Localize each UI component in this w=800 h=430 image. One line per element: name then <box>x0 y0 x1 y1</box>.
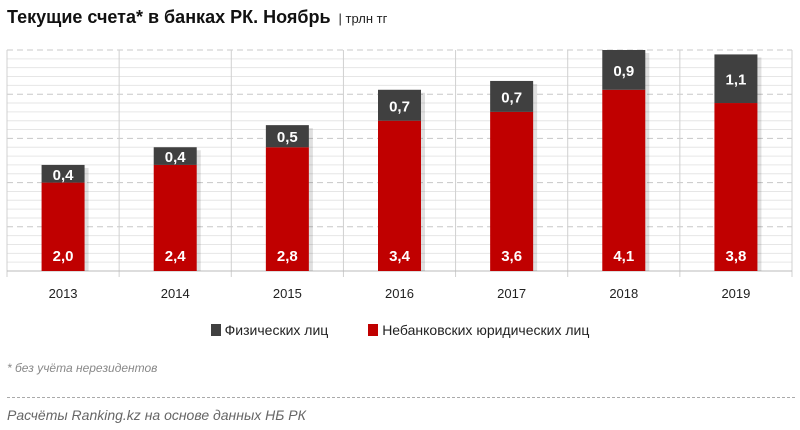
data-label: 1,1 <box>725 72 746 89</box>
bar-individuals <box>490 80 534 112</box>
data-label: 0,4 <box>53 167 75 184</box>
stacked-bar-chart: 2,0 0,4 2013 2,4 0,4 2014 2,8 0,5 2015 3,4 0,7 2016… <box>6 49 793 301</box>
legend-item-legal-entities: Небанковских юридических лиц <box>368 322 589 338</box>
bar-individuals <box>265 125 309 148</box>
data-label: 0,9 <box>613 63 634 80</box>
bar-individuals <box>378 89 421 121</box>
data-label: 4,1 <box>613 248 634 265</box>
x-tick-label: 2017 <box>497 286 526 301</box>
bar-legal-entities <box>378 120 421 271</box>
data-label: 2,8 <box>277 248 298 265</box>
bar-legal-entities <box>490 111 534 271</box>
unit-label: | трлн тг <box>338 11 388 26</box>
bar-individuals <box>41 164 85 183</box>
bar-legal-entities <box>41 182 85 271</box>
legend-label: Небанковских юридических лиц <box>382 322 590 338</box>
x-tick-label: 2019 <box>721 286 750 301</box>
legend-swatch <box>368 324 379 336</box>
data-label: 3,4 <box>389 248 411 265</box>
x-tick-label: 2014 <box>161 286 190 301</box>
data-label: 3,6 <box>501 248 522 265</box>
legend-swatch <box>210 324 221 336</box>
source-note: Расчёты Ranking.kz на основе данных НБ Р… <box>7 407 306 423</box>
x-tick-label: 2015 <box>273 286 302 301</box>
bar-individuals <box>602 50 646 90</box>
data-label: 0,7 <box>501 89 522 106</box>
divider <box>7 397 795 398</box>
data-label: 3,8 <box>725 248 746 265</box>
data-label: 0,4 <box>165 149 187 166</box>
bar-legal-entities <box>602 89 646 271</box>
footnote: * без учёта нерезидентов <box>7 361 158 375</box>
x-tick-label: 2016 <box>385 286 414 301</box>
bar-legal-entities <box>265 147 309 271</box>
data-label: 2,0 <box>53 248 74 265</box>
legend: Физических лиц Небанковских юридических … <box>0 322 800 339</box>
x-tick-label: 2018 <box>609 286 638 301</box>
data-label: 0,5 <box>277 129 298 146</box>
chart-title: Текущие счета* в банках РК. Ноябрь | трлн… <box>7 7 387 28</box>
bar-individuals <box>714 54 758 104</box>
bar-legal-entities <box>714 103 758 271</box>
legend-label: Физических лиц <box>224 322 329 338</box>
x-tick-label: 2013 <box>49 286 78 301</box>
data-label: 0,7 <box>389 98 410 115</box>
legend-item-individuals: Физических лиц <box>210 322 329 338</box>
bar-individuals <box>153 147 197 165</box>
bar-legal-entities <box>153 164 197 271</box>
data-label: 2,4 <box>165 248 187 265</box>
title-text: Текущие счета* в банках РК. Ноябрь <box>7 7 331 27</box>
